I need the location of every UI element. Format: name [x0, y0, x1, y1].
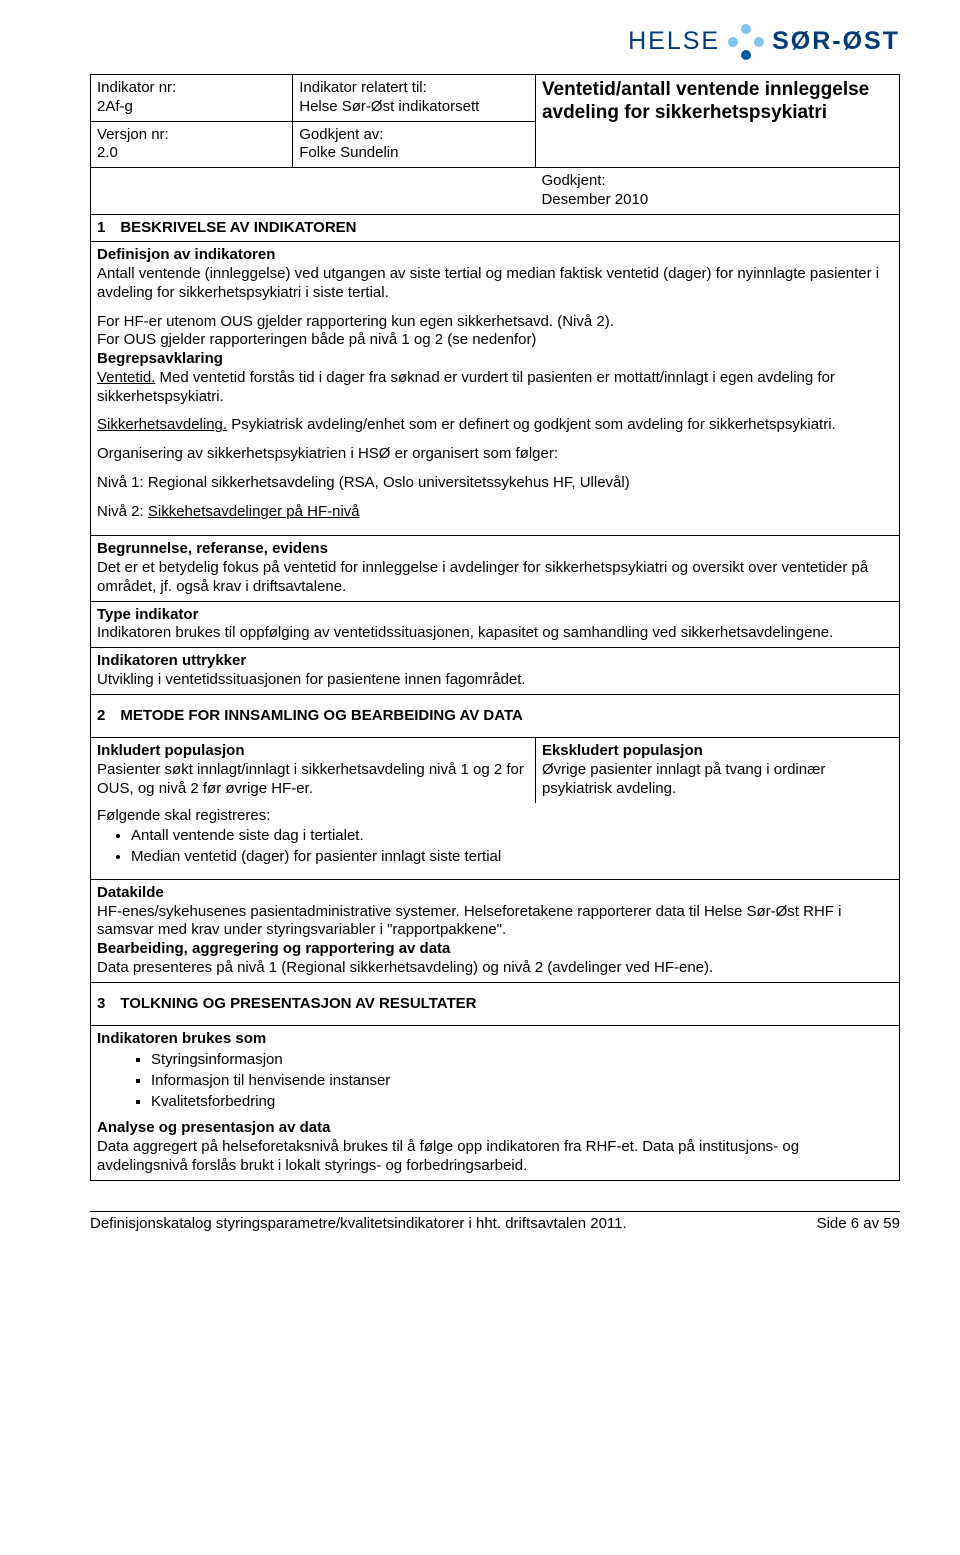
section3-heading: 3 TOLKNING OG PRESENTASJON AV RESULTATER — [91, 982, 900, 1026]
datakilde-text: HF-enes/sykehusenes pasientadministrativ… — [97, 903, 893, 941]
ventetid-block: Ventetid. Med ventetid forstås tid i dag… — [97, 369, 893, 407]
logo-dots-icon — [728, 24, 764, 60]
uttrykker-text: Utvikling i ventetidssituasjonen for pas… — [97, 671, 893, 690]
begrep-label: Begrepsavklaring — [97, 350, 223, 367]
logo-text-helse: HELSE — [628, 26, 720, 57]
ekskludert-text: Øvrige pasienter innlagt på tvang i ordi… — [542, 761, 893, 799]
definisjon-label: Definisjon av indikatoren — [97, 246, 275, 263]
hf-line1: For HF-er utenom OUS gjelder rapporterin… — [97, 313, 893, 332]
godkjent-label: Godkjent: — [541, 172, 605, 189]
org-text: Organisering av sikkerhetspsykiatrien i … — [97, 445, 893, 464]
niva2-u: Sikkehetsavdelinger på HF-nivå — [148, 503, 360, 520]
versjon-label: Versjon nr: — [97, 126, 169, 143]
folgende-text: Følgende skal registreres: — [97, 807, 270, 824]
inkludert-cell: Inkludert populasjon Pasienter søkt innl… — [91, 738, 536, 803]
datakilde-label: Datakilde — [97, 884, 164, 901]
hf-line2: For OUS gjelder rapporteringen både på n… — [97, 331, 893, 350]
list-item: Kvalitetsforbedring — [151, 1093, 893, 1112]
footer-right: Side 6 av 59 — [817, 1215, 900, 1234]
type-label: Type indikator — [97, 606, 198, 623]
ekskludert-label: Ekskludert populasjon — [542, 742, 703, 759]
brukes-label: Indikatoren brukes som — [97, 1030, 266, 1047]
begrunn-label: Begrunnelse, referanse, evidens — [97, 540, 328, 557]
ventetid-u: Ventetid. — [97, 369, 155, 386]
sikkerhet-text: Psykiatrisk avdeling/enhet som er define… — [227, 416, 836, 433]
cell-relatert: Indikator relatert til: Helse Sør-Øst in… — [293, 75, 536, 122]
godkjent-av-label: Godkjent av: — [299, 126, 383, 143]
cell-empty — [91, 168, 536, 215]
sikkerhet-u: Sikkerhetsavdeling. — [97, 416, 227, 433]
section2-heading: 2 METODE FOR INNSAMLING OG BEARBEIDING A… — [91, 694, 900, 738]
cell-godkjent-av: Godkjent av: Folke Sundelin — [293, 121, 536, 168]
registreres-list: Antall ventende siste dag i tertialet. M… — [97, 827, 893, 867]
analyse-text: Data aggregert på helseforetaksnivå bruk… — [97, 1138, 893, 1176]
indikator-nr-value: 2Af-g — [97, 98, 133, 115]
document-title: Ventetid/antall ventende innleggelse avd… — [542, 79, 893, 125]
folgende-cell: Følgende skal registreres: Antall venten… — [91, 803, 900, 880]
page-footer: Definisjonskatalog styringsparametre/kva… — [90, 1211, 900, 1234]
ekskludert-cell: Ekskludert populasjon Øvrige pasienter i… — [535, 738, 899, 803]
cell-title: Ventetid/antall ventende innleggelse avd… — [535, 75, 899, 168]
versjon-value: 2.0 — [97, 144, 118, 161]
godkjent-av-value: Folke Sundelin — [299, 144, 398, 161]
section1-body: Definisjon av indikatoren Antall ventend… — [91, 242, 900, 536]
brand-logo: HELSE SØR-ØST — [90, 24, 900, 60]
datakilde-cell: Datakilde HF-enes/sykehusenes pasientadm… — [91, 879, 900, 982]
relatert-value: Helse Sør-Øst indikatorsett — [299, 98, 479, 115]
list-item: Antall ventende siste dag i tertialet. — [131, 827, 893, 846]
section3-body: Indikatoren brukes som Styringsinformasj… — [91, 1026, 900, 1180]
list-item: Styringsinformasjon — [151, 1051, 893, 1070]
analyse-label: Analyse og presentasjon av data — [97, 1119, 330, 1136]
bearb-text: Data presenteres på nivå 1 (Regional sik… — [97, 959, 893, 978]
inkludert-label: Inkludert populasjon — [97, 742, 245, 759]
godkjent-value: Desember 2010 — [541, 191, 648, 208]
bearb-label: Bearbeiding, aggregering og rapportering… — [97, 940, 450, 957]
footer-left: Definisjonskatalog styringsparametre/kva… — [90, 1215, 627, 1234]
type-text: Indikatoren brukes til oppfølging av ven… — [97, 624, 893, 643]
logo-text-sorost: SØR-ØST — [772, 26, 900, 57]
niva2-block: Nivå 2: Sikkehetsavdelinger på HF-nivå — [97, 503, 893, 522]
brukes-list: Styringsinformasjon Informasjon til henv… — [97, 1051, 893, 1111]
niva2-pre: Nivå 2: — [97, 503, 148, 520]
list-item: Median ventetid (dager) for pasienter in… — [131, 848, 893, 867]
uttrykker-label: Indikatoren uttrykker — [97, 652, 246, 669]
sikkerhet-block: Sikkerhetsavdeling. Psykiatrisk avdeling… — [97, 416, 893, 435]
list-item: Informasjon til henvisende instanser — [151, 1072, 893, 1091]
begrunnelse-cell: Begrunnelse, referanse, evidens Det er e… — [91, 536, 900, 601]
cell-godkjent: Godkjent: Desember 2010 — [535, 168, 899, 215]
indikator-nr-label: Indikator nr: — [97, 79, 176, 96]
begrunn-text: Det er et betydelig fokus på ventetid fo… — [97, 559, 893, 597]
uttrykker-cell: Indikatoren uttrykker Utvikling i ventet… — [91, 648, 900, 695]
ventetid-text: Med ventetid forstås tid i dager fra søk… — [97, 369, 835, 405]
niva1-text: Nivå 1: Regional sikkerhetsavdeling (RSA… — [97, 474, 893, 493]
section1-heading: 1 BESKRIVELSE AV INDIKATOREN — [91, 214, 900, 242]
inkludert-text1: Pasienter søkt innlagt/innlagt i sikkerh… — [97, 761, 529, 799]
relatert-label: Indikator relatert til: — [299, 79, 427, 96]
definisjon-text: Antall ventende (innleggelse) ved utgang… — [97, 265, 893, 303]
cell-indikator-nr: Indikator nr: 2Af-g — [91, 75, 293, 122]
type-cell: Type indikator Indikatoren brukes til op… — [91, 601, 900, 648]
cell-versjon: Versjon nr: 2.0 — [91, 121, 293, 168]
document-table: Indikator nr: 2Af-g Indikator relatert t… — [90, 74, 900, 1181]
